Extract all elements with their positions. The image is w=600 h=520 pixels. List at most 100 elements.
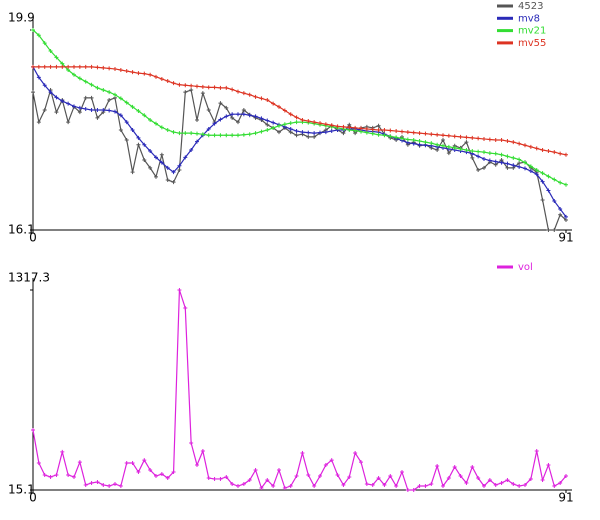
- point-marker: [552, 484, 557, 489]
- point-marker: [540, 148, 545, 152]
- x-tick-label: 91: [558, 231, 573, 245]
- point-marker: [130, 170, 135, 175]
- point-marker: [83, 106, 88, 111]
- point-marker: [54, 472, 59, 477]
- point-marker: [241, 108, 246, 112]
- point-marker: [318, 130, 322, 135]
- point-marker: [394, 129, 399, 134]
- point-marker: [230, 115, 235, 120]
- point-marker: [470, 155, 475, 160]
- point-marker: [124, 69, 129, 74]
- point-marker: [487, 478, 492, 483]
- point-marker: [165, 79, 170, 84]
- point-marker: [31, 28, 35, 32]
- point-marker: [195, 462, 199, 467]
- point-marker: [212, 476, 217, 481]
- point-marker: [359, 460, 363, 465]
- point-marker: [476, 476, 481, 481]
- point-marker: [142, 142, 147, 147]
- point-marker: [177, 131, 182, 136]
- point-marker: [253, 468, 258, 473]
- point-marker: [376, 132, 381, 137]
- point-marker: [183, 155, 188, 160]
- point-marker: [282, 122, 287, 127]
- point-marker: [200, 84, 205, 89]
- y-tick-label: 19.9: [8, 11, 35, 25]
- point-marker: [124, 460, 129, 465]
- point-marker: [499, 138, 504, 142]
- point-marker: [107, 66, 112, 71]
- point-marker: [118, 96, 123, 101]
- point-marker: [265, 478, 270, 483]
- point-marker: [72, 64, 76, 69]
- point-marker: [130, 70, 135, 75]
- point-marker: [417, 139, 422, 144]
- point-marker: [60, 64, 65, 69]
- point-marker: [177, 168, 182, 172]
- point-marker: [77, 105, 82, 110]
- point-marker: [312, 134, 317, 139]
- point-marker: [159, 152, 164, 157]
- point-marker: [493, 482, 498, 487]
- point-marker: [364, 482, 369, 487]
- point-marker: [253, 114, 258, 119]
- point-marker: [300, 118, 305, 122]
- point-marker: [552, 228, 557, 232]
- point-marker: [435, 464, 440, 469]
- point-marker: [546, 149, 551, 154]
- point-marker: [312, 120, 317, 125]
- point-marker: [288, 484, 293, 489]
- point-marker: [171, 180, 176, 185]
- point-marker: [183, 90, 188, 95]
- point-marker: [159, 76, 164, 81]
- point-marker: [101, 482, 106, 487]
- point-marker: [329, 129, 334, 134]
- point-marker: [113, 482, 117, 487]
- point-marker: [370, 482, 375, 487]
- point-marker: [142, 113, 147, 118]
- point-marker: [505, 139, 510, 144]
- point-marker: [388, 474, 393, 479]
- point-marker: [118, 113, 123, 118]
- point-marker: [189, 88, 194, 92]
- point-marker: [458, 134, 463, 139]
- point-marker: [476, 136, 481, 141]
- point-marker: [154, 474, 158, 479]
- y-tick-label: 16.1: [8, 223, 35, 237]
- point-marker: [323, 130, 328, 135]
- point-marker: [236, 133, 240, 138]
- point-marker: [42, 64, 47, 69]
- point-marker: [294, 133, 299, 138]
- point-marker: [130, 460, 135, 465]
- point-marker: [165, 128, 170, 132]
- point-marker: [458, 474, 463, 479]
- point-marker: [42, 83, 47, 88]
- point-marker: [154, 121, 158, 126]
- point-marker: [446, 151, 451, 156]
- point-marker: [218, 117, 223, 122]
- point-marker: [517, 141, 522, 146]
- point-marker: [259, 116, 264, 121]
- point-marker: [165, 178, 170, 182]
- point-marker: [72, 72, 76, 77]
- point-marker: [329, 123, 334, 128]
- point-marker: [411, 130, 416, 135]
- point-marker: [405, 130, 410, 135]
- point-marker: [230, 87, 235, 92]
- point-marker: [306, 472, 311, 477]
- point-marker: [564, 152, 568, 157]
- x-tick-label: 91: [558, 491, 573, 505]
- point-marker: [101, 108, 106, 112]
- point-marker: [318, 474, 322, 479]
- point-marker: [212, 133, 217, 138]
- point-marker: [130, 104, 135, 109]
- point-marker: [388, 128, 393, 133]
- point-marker: [511, 140, 516, 145]
- point-marker: [95, 480, 100, 485]
- point-marker: [411, 488, 416, 492]
- point-marker: [546, 174, 551, 179]
- point-marker: [60, 99, 65, 104]
- point-marker: [347, 474, 352, 479]
- point-marker: [241, 132, 246, 137]
- point-marker: [382, 482, 387, 487]
